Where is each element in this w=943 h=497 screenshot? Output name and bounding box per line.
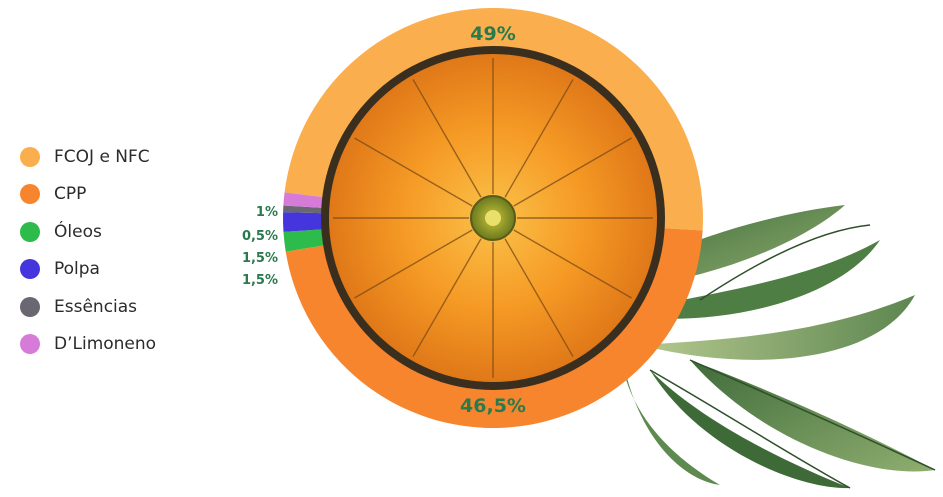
legend-swatch xyxy=(20,184,40,205)
legend-swatch xyxy=(20,259,40,280)
orange-slice-illustration xyxy=(321,46,665,390)
slice-fcoj-e-nfc xyxy=(284,7,703,231)
legend-swatch xyxy=(20,334,40,355)
value-label: 1,5% xyxy=(242,273,278,288)
value-label: 1,5% xyxy=(242,251,278,266)
legend-swatch xyxy=(20,146,40,167)
legend-item: Polpa xyxy=(20,251,156,289)
legend-item: FCOJ e NFC xyxy=(20,138,156,176)
legend-label: CPP xyxy=(54,184,87,205)
legend-item: D’Limoneno xyxy=(20,326,156,364)
value-label: 46,5% xyxy=(460,395,526,417)
slice-essencias xyxy=(283,205,330,214)
legend-item: CPP xyxy=(20,176,156,214)
slice-oleos xyxy=(283,228,332,252)
legend-item: Essências xyxy=(20,288,156,326)
legend-label: Óleos xyxy=(54,221,102,242)
value-label: 0,5% xyxy=(242,229,278,244)
legend-swatch xyxy=(20,221,40,242)
legend: FCOJ e NFC CPP Óleos Polpa Essências D’L… xyxy=(20,138,156,363)
legend-label: D’Limoneno xyxy=(54,334,157,355)
donut-ring xyxy=(282,7,703,429)
value-label: 49% xyxy=(470,23,515,45)
legend-item: Óleos xyxy=(20,213,156,251)
slice-cpp xyxy=(285,227,703,429)
slice-polpa xyxy=(282,212,330,232)
legend-label: Essências xyxy=(54,296,138,317)
value-label: 1% xyxy=(256,205,278,220)
legend-label: FCOJ e NFC xyxy=(54,146,150,167)
slice-d-limoneno xyxy=(283,192,331,209)
legend-label: Polpa xyxy=(54,259,100,280)
value-labels: 49% 46,5% 1% 0,5% 1,5% 1,5% xyxy=(242,23,526,417)
legend-swatch xyxy=(20,296,40,317)
